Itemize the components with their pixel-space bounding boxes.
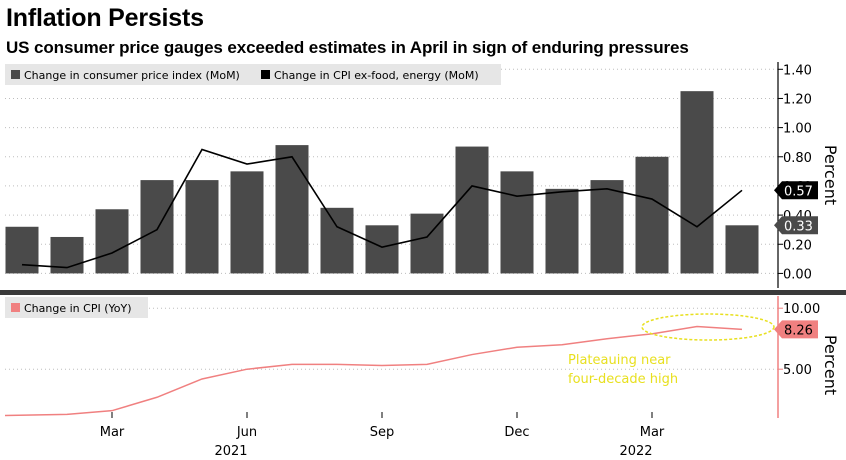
legend-swatch-core: [261, 70, 270, 79]
mom-bar: [185, 180, 219, 274]
mom-bar: [95, 209, 129, 274]
x-tick-label: Mar: [640, 425, 665, 440]
mom-bar: [140, 180, 174, 274]
bottom-panel-value-tag: 8.26: [774, 320, 818, 339]
yoy-cpi-line-series: [4, 325, 743, 417]
mom-bar: [230, 171, 264, 274]
core-cpi-line-series: [21, 148, 743, 269]
top-panel-value-tags: 0.57 0.33: [774, 181, 818, 235]
x-year-label: 2022: [619, 444, 652, 459]
legend-swatch-mom: [11, 70, 20, 79]
yoy-last-value-tag-shape: [774, 320, 818, 339]
x-tick-label: Dec: [504, 425, 529, 440]
mom-bar: [680, 91, 714, 274]
chart-title: Inflation Persists: [6, 4, 204, 32]
annotation-line-1: Plateauing near: [568, 353, 671, 368]
mom-last-value-tag-label: 0.33: [784, 219, 813, 234]
bottom-legend-box: [5, 297, 148, 318]
legend-label-yoy: Change in CPI (YoY): [24, 302, 131, 315]
bottom-panel-y-axis: 10.00 5.00 Percent: [777, 296, 840, 418]
core-last-value-tag-label: 0.57: [784, 184, 813, 199]
mom-bar-series: [5, 91, 759, 274]
mom-bar: [590, 180, 624, 274]
x-tick-label: Sep: [370, 425, 395, 440]
top-y-tick-label: 0.00: [783, 267, 812, 282]
legend-label-mom: Change in consumer price index (MoM): [24, 69, 240, 82]
mom-bar: [635, 156, 669, 274]
legend-label-core: Change in CPI ex-food, energy (MoM): [274, 69, 479, 82]
mom-bar: [410, 213, 444, 274]
panel-divider: [0, 290, 846, 295]
mom-bar: [5, 226, 39, 274]
mom-bar: [365, 225, 399, 274]
top-y-tick-label: 1.40: [783, 63, 812, 78]
mom-bar: [320, 207, 354, 274]
x-tick-label: Jun: [236, 425, 257, 440]
mom-bar: [725, 225, 759, 274]
plateau-annotation: Plateauing near four-decade high: [568, 313, 775, 387]
top-y-axis-label: Percent: [821, 145, 840, 205]
core-cpi-line: [21, 148, 743, 269]
top-y-tick-label: 0.80: [783, 151, 812, 166]
top-panel-legend: Change in consumer price index (MoM) Chan…: [5, 64, 501, 85]
top-legend-box: [5, 64, 501, 85]
mom-last-value-tag-shape: [774, 216, 818, 235]
yoy-cpi-line: [4, 325, 743, 417]
mom-bar: [275, 145, 309, 274]
bottom-y-axis-label: Percent: [821, 335, 840, 395]
top-y-tick-label: 1.20: [783, 92, 812, 107]
annotation-line-2: four-decade high: [568, 372, 678, 387]
top-y-tick-label: 0.20: [783, 238, 812, 253]
yoy-last-value-tag-label: 8.26: [784, 323, 813, 338]
bottom-panel-legend: Change in CPI (YoY): [5, 297, 148, 318]
mom-bar: [500, 171, 534, 274]
chart-subtitle: US consumer price gauges exceeded estima…: [6, 38, 689, 57]
x-tick-label: Mar: [100, 425, 125, 440]
mom-bar: [545, 188, 579, 274]
legend-swatch-yoy: [11, 303, 20, 312]
top-y-tick-label: 1.00: [783, 122, 812, 137]
core-last-value-tag-shape: [774, 181, 818, 200]
panel-divider-bar: [0, 290, 846, 295]
plateau-highlight-ellipse: [641, 313, 775, 341]
mom-bar: [455, 146, 489, 274]
x-year-label: 2021: [214, 444, 247, 459]
x-axis: Mar Jun Sep Dec Mar 2021 2022: [100, 412, 665, 459]
bottom-y-tick-label: 5.00: [783, 363, 812, 378]
bottom-y-tick-label: 10.00: [783, 302, 820, 317]
